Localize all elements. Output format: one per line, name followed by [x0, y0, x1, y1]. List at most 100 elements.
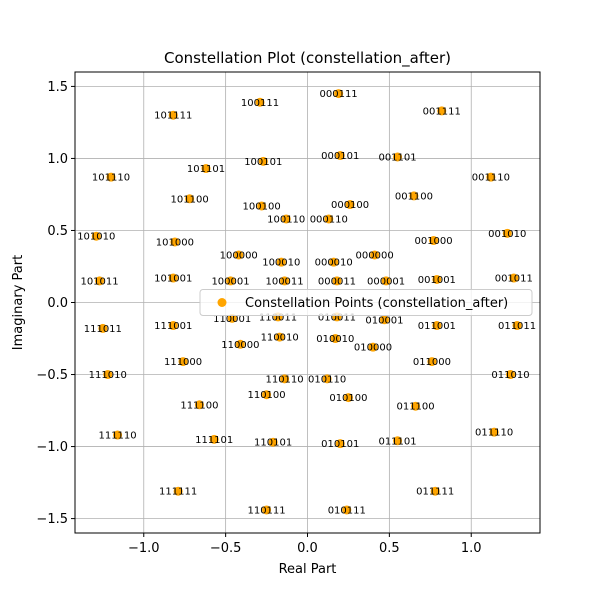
y-tick-label: 1.0	[47, 152, 68, 167]
point-label: 100100	[243, 201, 281, 212]
axis-ticks: −1.0 −0.5 0.0 0.5 1.0 −1.5 −1.0 −0.5 0.0 0.5 1.0 1.…	[36, 80, 481, 556]
point-label: 000100	[331, 200, 369, 211]
data-point	[103, 370, 113, 380]
x-tick-label: 0.5	[379, 541, 400, 556]
data-point	[329, 257, 339, 267]
point-label: 110000	[221, 340, 259, 351]
point-label: 011000	[413, 357, 451, 368]
legend: Constellation Points (constellation_afte…	[199, 289, 533, 316]
x-tick-label: 1.0	[461, 541, 482, 556]
data-point	[98, 323, 108, 333]
point-label: 000010	[315, 258, 353, 269]
point-label: 001010	[488, 229, 526, 240]
point-label: 010010	[316, 334, 354, 345]
point-label: 100111	[241, 98, 279, 109]
legend-entry: Constellation Points (constellation_afte…	[245, 296, 508, 311]
point-label: 101101	[187, 164, 225, 175]
data-point	[201, 164, 211, 174]
point-label: 011110	[475, 428, 513, 439]
data-point	[209, 434, 219, 444]
legend-box	[199, 289, 533, 316]
point-label: 001110	[472, 173, 510, 184]
point-label: 001111	[423, 106, 461, 117]
point-label: 101011	[80, 276, 118, 287]
data-point	[345, 200, 355, 210]
data-point	[257, 201, 267, 211]
data-point	[411, 401, 421, 411]
point-label: 011001	[418, 321, 456, 332]
y-tick-label: −1.5	[36, 512, 68, 527]
point-label: 111101	[195, 435, 233, 446]
data-point	[234, 250, 244, 260]
data-point	[113, 430, 123, 440]
point-label: 101000	[156, 237, 194, 248]
point-label: 111000	[164, 357, 202, 368]
point-label: 110011	[259, 312, 297, 323]
data-point	[170, 237, 180, 247]
point-label: 110111	[247, 505, 285, 516]
point-label: 011111	[416, 487, 454, 498]
data-point	[280, 374, 290, 384]
data-point	[393, 152, 403, 162]
data-point	[235, 339, 245, 349]
point-label: 110100	[247, 390, 285, 401]
point-label: 001001	[418, 275, 456, 286]
point-label: 101010	[77, 232, 115, 243]
data-point	[486, 172, 496, 182]
point-label: 011010	[491, 370, 529, 381]
data-point	[334, 89, 344, 99]
data-points	[91, 89, 522, 515]
point-label: 110101	[254, 438, 292, 449]
data-point	[427, 357, 437, 367]
data-point	[489, 427, 499, 437]
point-label: 111011	[84, 324, 122, 335]
y-tick-label: 0.0	[47, 296, 68, 311]
point-label: 100101	[244, 157, 282, 168]
data-point	[168, 273, 178, 283]
point-label: 101111	[154, 111, 192, 122]
point-label: 100001	[211, 276, 249, 287]
point-label: 101100	[171, 194, 209, 205]
y-tick-label: 1.5	[47, 80, 68, 95]
data-point	[168, 321, 178, 331]
data-point	[432, 321, 442, 331]
legend-marker	[217, 298, 227, 307]
data-point	[178, 357, 188, 367]
y-tick-label: −1.0	[36, 440, 68, 455]
data-point	[258, 156, 268, 166]
point-label: 000101	[321, 151, 359, 162]
data-point	[343, 393, 353, 403]
point-label: 111010	[89, 370, 127, 381]
point-label: 100000	[220, 250, 258, 261]
data-point	[409, 191, 419, 201]
data-point	[322, 374, 332, 384]
data-point	[280, 276, 290, 286]
data-point	[106, 172, 116, 182]
point-label: 010110	[308, 374, 346, 385]
data-point	[227, 313, 237, 323]
point-label: 100010	[262, 258, 300, 269]
data-point	[430, 486, 440, 496]
data-point	[168, 110, 178, 120]
point-label: 011011	[498, 321, 536, 332]
point-label: 001100	[395, 191, 433, 202]
data-point	[368, 342, 378, 352]
point-label: 010001	[365, 315, 403, 326]
point-labels: 000111 001111 100111 101111 000101 001101 1001…	[77, 89, 536, 516]
data-point	[268, 437, 278, 447]
data-point	[226, 276, 236, 286]
x-tick-label: −1.0	[128, 541, 160, 556]
y-tick-label: 0.5	[47, 224, 68, 239]
data-point	[432, 274, 442, 284]
point-label: 110001	[213, 314, 251, 325]
point-label: 111100	[180, 400, 218, 411]
chart-title: Constellation Plot (constellation_after)	[164, 49, 451, 68]
data-point	[342, 505, 352, 515]
point-label: 000000	[356, 250, 394, 261]
data-point	[91, 231, 101, 241]
x-axis-label: Real Part	[279, 562, 337, 577]
data-point	[335, 151, 345, 161]
y-axis-label: Imaginary Part	[11, 255, 26, 350]
data-point	[275, 332, 285, 342]
data-point	[330, 334, 340, 344]
